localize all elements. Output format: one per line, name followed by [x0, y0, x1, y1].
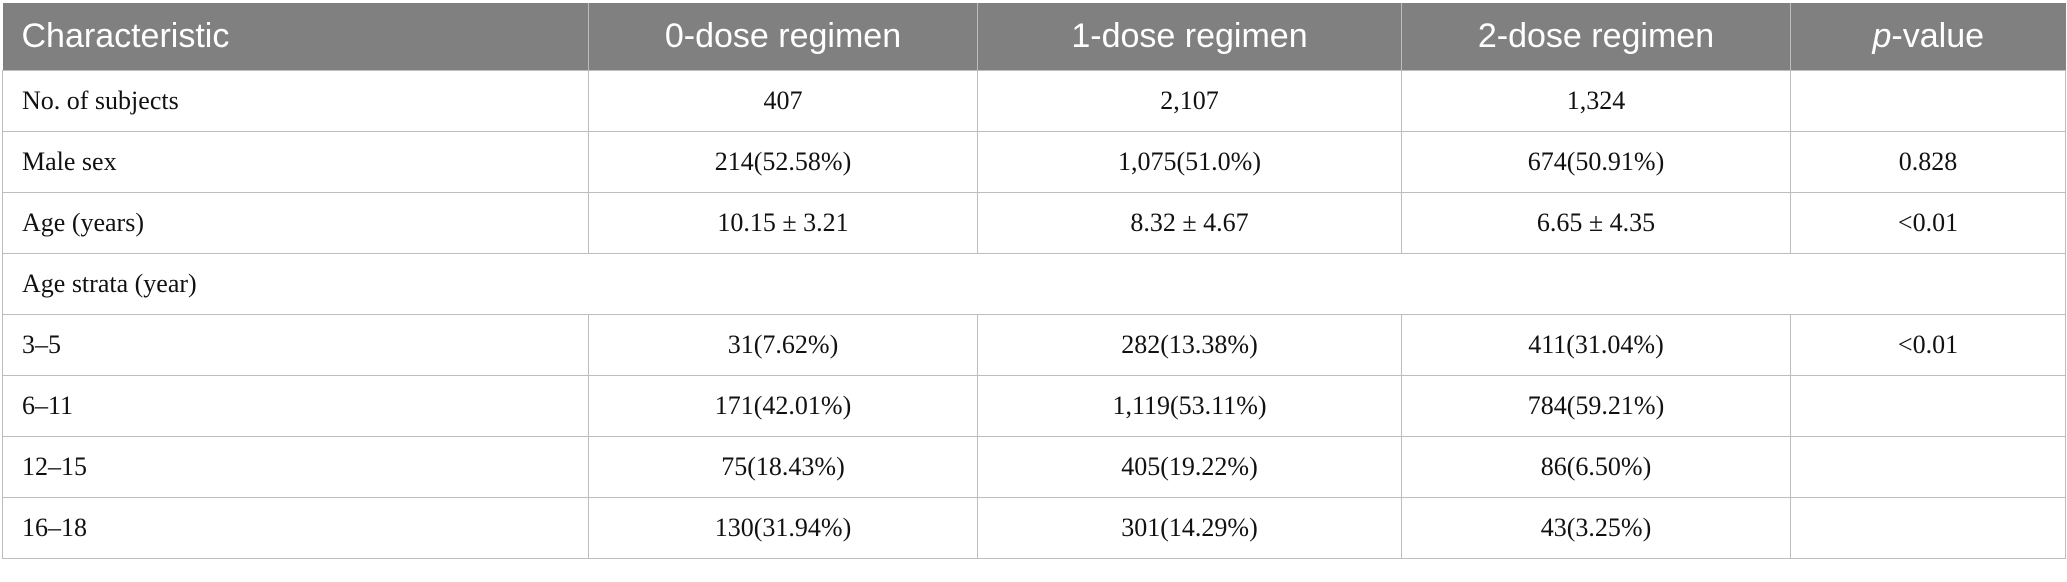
table-row: 3–5 31(7.62%) 282(13.38%) 411(31.04%) <0…	[2, 314, 2066, 376]
cell-1-dose: 8.32 ± 4.67	[977, 192, 1402, 254]
cell-p-value	[1790, 70, 2066, 132]
cell-2-dose: 1,324	[1401, 70, 1791, 132]
header-2-dose: 2-dose regimen	[1401, 3, 1791, 71]
cell-0-dose: 171(42.01%)	[588, 375, 978, 437]
table-row: Age (years) 10.15 ± 3.21 8.32 ± 4.67 6.6…	[2, 192, 2066, 254]
row-label: 12–15	[2, 436, 589, 498]
cell-2-dose: 6.65 ± 4.35	[1401, 192, 1791, 254]
row-label: No. of subjects	[2, 70, 589, 132]
header-row: Characteristic 0-dose regimen 1-dose reg…	[2, 3, 2066, 71]
cell-p-value: <0.01	[1790, 314, 2066, 376]
header-p-rest: -value	[1891, 17, 1985, 55]
header-1-dose: 1-dose regimen	[977, 3, 1402, 71]
cell-0-dose: 130(31.94%)	[588, 497, 978, 559]
characteristics-table: Characteristic 0-dose regimen 1-dose reg…	[2, 3, 2066, 559]
cell-1-dose: 301(14.29%)	[977, 497, 1402, 559]
row-label: Age (years)	[2, 192, 589, 254]
row-label: 16–18	[2, 497, 589, 559]
header-0-dose: 0-dose regimen	[588, 3, 978, 71]
row-label: 6–11	[2, 375, 589, 437]
cell-1-dose: 1,119(53.11%)	[977, 375, 1402, 437]
header-characteristic: Characteristic	[2, 3, 589, 71]
table-row: Male sex 214(52.58%) 1,075(51.0%) 674(50…	[2, 131, 2066, 193]
cell-0-dose: 31(7.62%)	[588, 314, 978, 376]
cell-1-dose: 1,075(51.0%)	[977, 131, 1402, 193]
cell-2-dose: 43(3.25%)	[1401, 497, 1791, 559]
section-label: Age strata (year)	[2, 253, 2066, 315]
section-row: Age strata (year)	[2, 253, 2066, 315]
cell-1-dose: 2,107	[977, 70, 1402, 132]
cell-0-dose: 407	[588, 70, 978, 132]
cell-0-dose: 75(18.43%)	[588, 436, 978, 498]
cell-2-dose: 784(59.21%)	[1401, 375, 1791, 437]
cell-p-value	[1790, 497, 2066, 559]
header-p-italic: p	[1872, 17, 1892, 55]
cell-p-value	[1790, 375, 2066, 437]
cell-2-dose: 411(31.04%)	[1401, 314, 1791, 376]
table-row: No. of subjects 407 2,107 1,324	[2, 70, 2066, 132]
cell-0-dose: 10.15 ± 3.21	[588, 192, 978, 254]
row-label: 3–5	[2, 314, 589, 376]
cell-p-value: <0.01	[1790, 192, 2066, 254]
row-label: Male sex	[2, 131, 589, 193]
cell-2-dose: 86(6.50%)	[1401, 436, 1791, 498]
cell-0-dose: 214(52.58%)	[588, 131, 978, 193]
cell-1-dose: 405(19.22%)	[977, 436, 1402, 498]
cell-p-value	[1790, 436, 2066, 498]
table-row: 16–18 130(31.94%) 301(14.29%) 43(3.25%)	[2, 497, 2066, 559]
cell-1-dose: 282(13.38%)	[977, 314, 1402, 376]
header-p-value: p-value	[1790, 3, 2066, 71]
table-row: 12–15 75(18.43%) 405(19.22%) 86(6.50%)	[2, 436, 2066, 498]
cell-2-dose: 674(50.91%)	[1401, 131, 1791, 193]
table-row: 6–11 171(42.01%) 1,119(53.11%) 784(59.21…	[2, 375, 2066, 437]
cell-p-value: 0.828	[1790, 131, 2066, 193]
